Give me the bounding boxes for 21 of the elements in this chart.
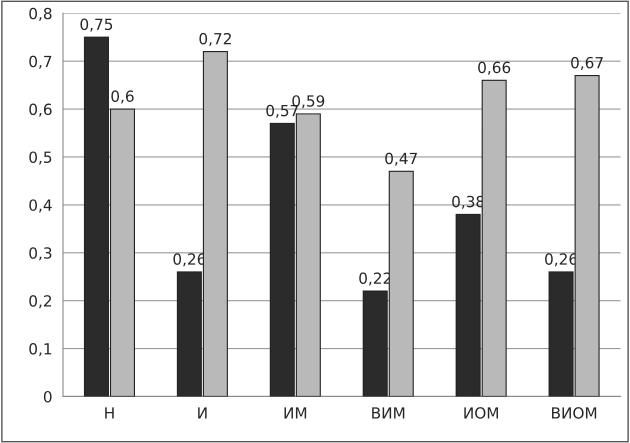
data-label: 0,75 (80, 18, 112, 32)
x-tick-label: Н (105, 407, 114, 419)
x-tick-label: ВИМ (372, 407, 404, 419)
data-label: 0,67 (571, 56, 603, 70)
y-tick-label: 0,8 (29, 8, 52, 21)
y-tick-label: 0,4 (29, 199, 52, 212)
y-tick-label: 0,6 (29, 104, 52, 117)
data-label: 0,47 (385, 152, 417, 166)
data-label: 0,72 (199, 32, 231, 46)
x-tick-label: И (198, 407, 207, 419)
data-label: 0,66 (478, 62, 510, 75)
data-label: 0,6 (111, 90, 134, 104)
y-tick-label: 0,1 (29, 343, 52, 356)
x-tick-label: ИОМ (464, 407, 498, 419)
y-tick-label: 0,5 (29, 151, 52, 165)
y-tick-label: 0,3 (29, 247, 52, 260)
y-tick-label: 0 (44, 390, 52, 403)
y-tick-label: 0,2 (29, 295, 52, 308)
y-tick-label: 0,7 (29, 56, 52, 69)
x-tick-label: ИМ (284, 407, 306, 419)
x-tick-label: ВИОМ (552, 407, 596, 419)
